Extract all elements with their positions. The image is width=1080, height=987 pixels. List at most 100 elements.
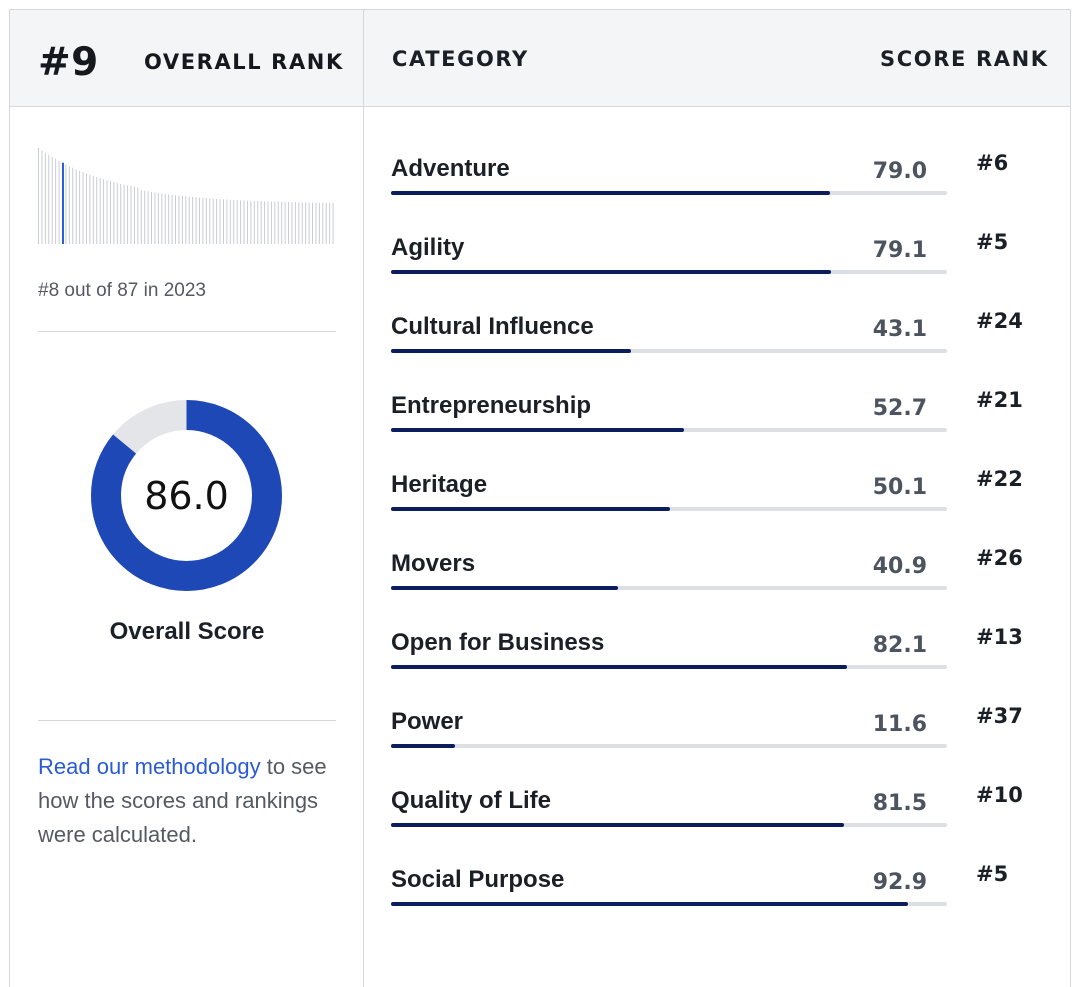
- sparkline-bar: [229, 199, 231, 244]
- sparkline-bar: [48, 154, 50, 244]
- sparkline-bar: [171, 194, 173, 244]
- overall-score-donut: [91, 400, 282, 591]
- score-bar-fill: [391, 191, 831, 195]
- score-bar-fill: [391, 349, 631, 353]
- section-divider: [38, 720, 336, 721]
- sparkline-bar: [168, 194, 170, 244]
- category-column-header: CATEGORY: [392, 47, 529, 71]
- category-score: 52.7: [872, 396, 927, 421]
- category-name: Agility: [391, 234, 465, 261]
- sparkline-bar: [38, 148, 39, 244]
- score-bar-track: [391, 586, 947, 590]
- sparkline-bar: [79, 170, 81, 244]
- donut-score-arc: [91, 400, 282, 591]
- column-divider: [363, 10, 364, 987]
- score-bar-fill: [391, 744, 456, 748]
- category-score: 79.1: [872, 238, 927, 263]
- sparkline-bar: [329, 202, 331, 244]
- sparkline-bar: [55, 158, 57, 244]
- sparkline-bar: [85, 173, 87, 244]
- methodology-text: to see how the scores and rankings were …: [38, 754, 327, 847]
- overall-score-label: Overall Score: [109, 618, 265, 645]
- category-rank: #5: [976, 862, 1009, 886]
- category-rank: #24: [976, 309, 1023, 333]
- score-bar-track: [391, 823, 947, 827]
- sparkline-bar: [89, 174, 91, 244]
- category-score: 40.9: [872, 554, 927, 579]
- sparkline-bar: [130, 186, 132, 244]
- sparkline-bar: [99, 178, 101, 244]
- overall-rank-label: OVERALL RANK: [144, 50, 344, 74]
- category-row: Movers 40.9 #26: [391, 546, 1051, 610]
- sparkline-bar: [68, 166, 70, 244]
- sparkline-bar: [240, 200, 242, 244]
- sparkline-bar: [164, 193, 166, 244]
- sparkline-bar: [96, 177, 98, 244]
- sparkline-bar: [198, 197, 200, 244]
- sparkline-bar: [301, 202, 303, 244]
- sparkline-bar: [137, 187, 139, 244]
- sparkline-bar: [236, 200, 238, 244]
- category-rank: #22: [976, 467, 1023, 491]
- score-bar-fill: [391, 507, 670, 511]
- sparkline-bar: [192, 197, 194, 244]
- sparkline-bar: [267, 201, 269, 244]
- sparkline-current-bar: [61, 162, 64, 244]
- category-rank: #13: [976, 625, 1023, 649]
- sparkline-bar: [294, 202, 296, 244]
- category-row: Heritage 50.1 #22: [391, 467, 1051, 531]
- score-bar-track: [391, 902, 947, 906]
- card-header: [10, 10, 1070, 107]
- score-bar-fill: [391, 428, 684, 432]
- category-name: Social Purpose: [391, 866, 565, 893]
- category-row: Social Purpose 92.9 #5: [391, 862, 1051, 926]
- category-row: Power 11.6 #37: [391, 704, 1051, 768]
- score-bar-track: [391, 428, 947, 432]
- sparkline-bar: [216, 198, 218, 244]
- sparkline-bar: [270, 201, 272, 244]
- sparkline-bar: [205, 198, 207, 244]
- sparkline-bar: [305, 202, 307, 244]
- category-row: Entrepreneurship 52.7 #21: [391, 388, 1051, 452]
- category-rank: #6: [976, 151, 1009, 175]
- category-score: 81.5: [872, 791, 927, 816]
- category-rank: #10: [976, 783, 1023, 807]
- sparkline-bar: [151, 191, 153, 244]
- sparkline-bar: [226, 199, 228, 244]
- sparkline-bar: [209, 198, 211, 244]
- sparkline-bar: [109, 181, 111, 244]
- sparkline-bar: [318, 202, 320, 244]
- sparkline-bar: [243, 200, 245, 244]
- category-name: Quality of Life: [391, 787, 552, 814]
- sparkline-bar: [281, 201, 283, 244]
- sparkline-bar: [312, 202, 314, 244]
- category-rank: #21: [976, 388, 1023, 412]
- score-bar-fill: [391, 665, 848, 669]
- score-bar-track: [391, 744, 947, 748]
- sparkline-bar: [274, 201, 276, 244]
- sparkline-bar: [181, 196, 183, 244]
- category-row: Open for Business 82.1 #13: [391, 625, 1051, 689]
- category-name: Cultural Influence: [391, 313, 594, 340]
- rank-history-sparkline: [38, 148, 334, 244]
- section-divider: [38, 331, 336, 332]
- sparkline-bar: [260, 201, 262, 244]
- score-bar-track: [391, 665, 947, 669]
- sparkline-bar: [58, 160, 60, 244]
- methodology-link[interactable]: Read our methodology: [38, 754, 261, 779]
- sparkline-bar: [202, 197, 204, 244]
- score-bar-fill: [391, 270, 831, 274]
- sparkline-bar: [246, 200, 248, 244]
- sparkline-bar: [113, 182, 115, 244]
- sparkline-bar: [106, 180, 108, 244]
- rankings-card: #9 OVERALL RANK CATEGORY SCORE RANK #8 o…: [9, 9, 1071, 987]
- category-score: 43.1: [872, 317, 927, 342]
- methodology-note: Read our methodology to see how the scor…: [38, 750, 338, 852]
- category-name: Entrepreneurship: [391, 392, 592, 419]
- sparkline-bar: [175, 195, 177, 244]
- category-name: Heritage: [391, 471, 488, 498]
- sparkline-bar: [188, 196, 190, 244]
- sparkline-bar: [298, 202, 300, 244]
- category-name: Movers: [391, 550, 476, 577]
- category-name: Open for Business: [391, 629, 605, 656]
